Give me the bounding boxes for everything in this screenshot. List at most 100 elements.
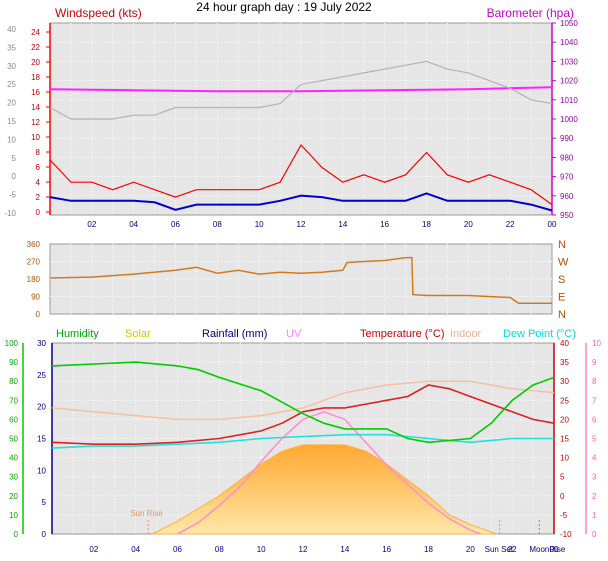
wind-x-tick: 12	[297, 220, 306, 229]
wind-x-tick: 16	[380, 220, 389, 229]
solar-tick: 30	[37, 339, 46, 348]
direction-compass-tick: S	[558, 274, 565, 286]
baro-tick: 980	[560, 153, 574, 162]
wind-x-tick: 10	[255, 220, 264, 229]
temp-x-tick: 10	[257, 545, 266, 554]
wind-x-tick: 02	[87, 220, 96, 229]
legend-item: Temperature (°C)	[360, 328, 444, 340]
temp-legend: Humidity Solar Rainfall (mm) UV Temperature …	[56, 328, 576, 340]
legend-item: Rainfall (mm)	[202, 328, 267, 340]
direction-degree-tick: 90	[31, 293, 40, 302]
temp-x-tick: 18	[424, 545, 433, 554]
wind-outer-tick: -10	[4, 209, 16, 218]
barometer-line	[49, 86, 553, 93]
temperature-ticks: 40 35 30 25 20 15 10 5 0 -5 -10	[560, 339, 572, 539]
wind-outer-tick: 0	[12, 172, 17, 181]
uv-tick: 8	[592, 377, 597, 386]
solar-tick: 20	[37, 403, 46, 412]
wind-speed-line	[49, 192, 553, 212]
direction-degree-tick: 270	[27, 258, 41, 267]
wind-x-tick: 06	[171, 220, 180, 229]
solar-tick: 10	[37, 466, 46, 475]
uv-tick: 0	[592, 530, 597, 539]
wind-speed-tick: 8	[36, 148, 41, 157]
dew-point-line	[51, 433, 554, 449]
wind-outer-ticks: 40 35 30 25 20 15 10 5 0 -5 -10	[4, 25, 16, 218]
wind-speed-tick: 14	[31, 103, 40, 112]
direction-compass-tick: W	[558, 257, 569, 269]
uv-tick: 7	[592, 396, 597, 405]
temp-x-ticks: 02 04 06 08 10 12 14 16 18 20 22 00	[89, 545, 559, 554]
uv-tick: 6	[592, 415, 597, 424]
wind-speed-tick: 10	[31, 133, 40, 142]
temp-tick: 20	[560, 415, 569, 424]
temp-x-tick: 04	[131, 545, 140, 554]
wind-outer-tick: 25	[7, 80, 16, 89]
wind-speed-tick: 4	[36, 178, 41, 187]
temp-x-tick: 22	[508, 545, 517, 554]
uv-line	[177, 410, 482, 535]
legend-item: UV	[286, 328, 302, 340]
baro-ticks: 1050 1040 1030 1020 1010 1000 990 980 970 960 950	[552, 19, 578, 220]
direction-degree-tick: 0	[36, 310, 41, 319]
temp-tick: 15	[560, 435, 569, 444]
direction-plot-area	[49, 243, 553, 315]
uv-tick: 9	[592, 358, 597, 367]
solar-tick: 25	[37, 371, 46, 380]
wind-outer-tick: 10	[7, 135, 16, 144]
direction-compass-tick: N	[558, 309, 566, 321]
wind-outer-tick: 30	[7, 62, 16, 71]
legend-item: Dew Point (°C)	[503, 328, 576, 340]
moon-rise-label: MoonRise	[529, 545, 566, 554]
legend-item: Humidity	[56, 328, 99, 340]
temp-x-tick: 06	[173, 545, 182, 554]
wind-speed-tick: 0	[36, 208, 41, 217]
baro-tick: 1010	[560, 96, 578, 105]
direction-compass-tick: N	[558, 239, 566, 251]
temp-x-tick: 00	[550, 545, 559, 554]
wind-outer-tick: 5	[12, 154, 17, 163]
wind-gust-line	[49, 143, 553, 206]
temp-tick: -5	[560, 511, 568, 520]
humidity-tick: 20	[9, 492, 18, 501]
humidity-tick: 30	[9, 473, 18, 482]
baro-tick: 970	[560, 173, 574, 182]
wind-speed-tick: 22	[31, 43, 40, 52]
solar-tick: 0	[42, 530, 47, 539]
uv-tick: 1	[592, 511, 597, 520]
direction-degree-tick: 360	[27, 240, 41, 249]
wind-speed-tick: 20	[31, 58, 40, 67]
wind-x-tick: 08	[213, 220, 222, 229]
wind-outer-tick: -5	[9, 191, 17, 200]
baro-tick: 950	[560, 211, 574, 220]
temp-panel: Sun Rise Sun Set MoonRise Humidity Solar Rai…	[5, 328, 602, 554]
temp-x-tick: 02	[89, 545, 98, 554]
humidity-tick: 90	[9, 358, 18, 367]
solar-ticks: 30 25 20 15 10 5 0	[37, 339, 46, 539]
humidity-tick: 40	[9, 454, 18, 463]
temp-tick: 0	[560, 492, 565, 501]
grey-gusts-line	[49, 60, 553, 120]
temp-x-tick: 14	[340, 545, 349, 554]
direction-compass-tick: E	[558, 292, 565, 304]
wind-series	[49, 60, 553, 212]
baro-tick: 990	[560, 134, 574, 143]
humidity-tick: 80	[9, 377, 18, 386]
temp-x-tick: 12	[299, 545, 308, 554]
sun-moon-markers: Sun Rise Sun Set MoonRise	[130, 509, 566, 554]
temp-x-tick: 20	[466, 545, 475, 554]
wind-outer-tick: 20	[7, 99, 16, 108]
wind-speed-tick: 16	[31, 88, 40, 97]
windspeed-title: Windspeed (kts)	[55, 6, 142, 20]
wind-speed-tick: 24	[31, 28, 40, 37]
temp-tick: 25	[560, 396, 569, 405]
uv-tick: 4	[592, 454, 597, 463]
baro-tick: 1050	[560, 19, 578, 28]
sun-rise-label: Sun Rise	[130, 509, 163, 518]
